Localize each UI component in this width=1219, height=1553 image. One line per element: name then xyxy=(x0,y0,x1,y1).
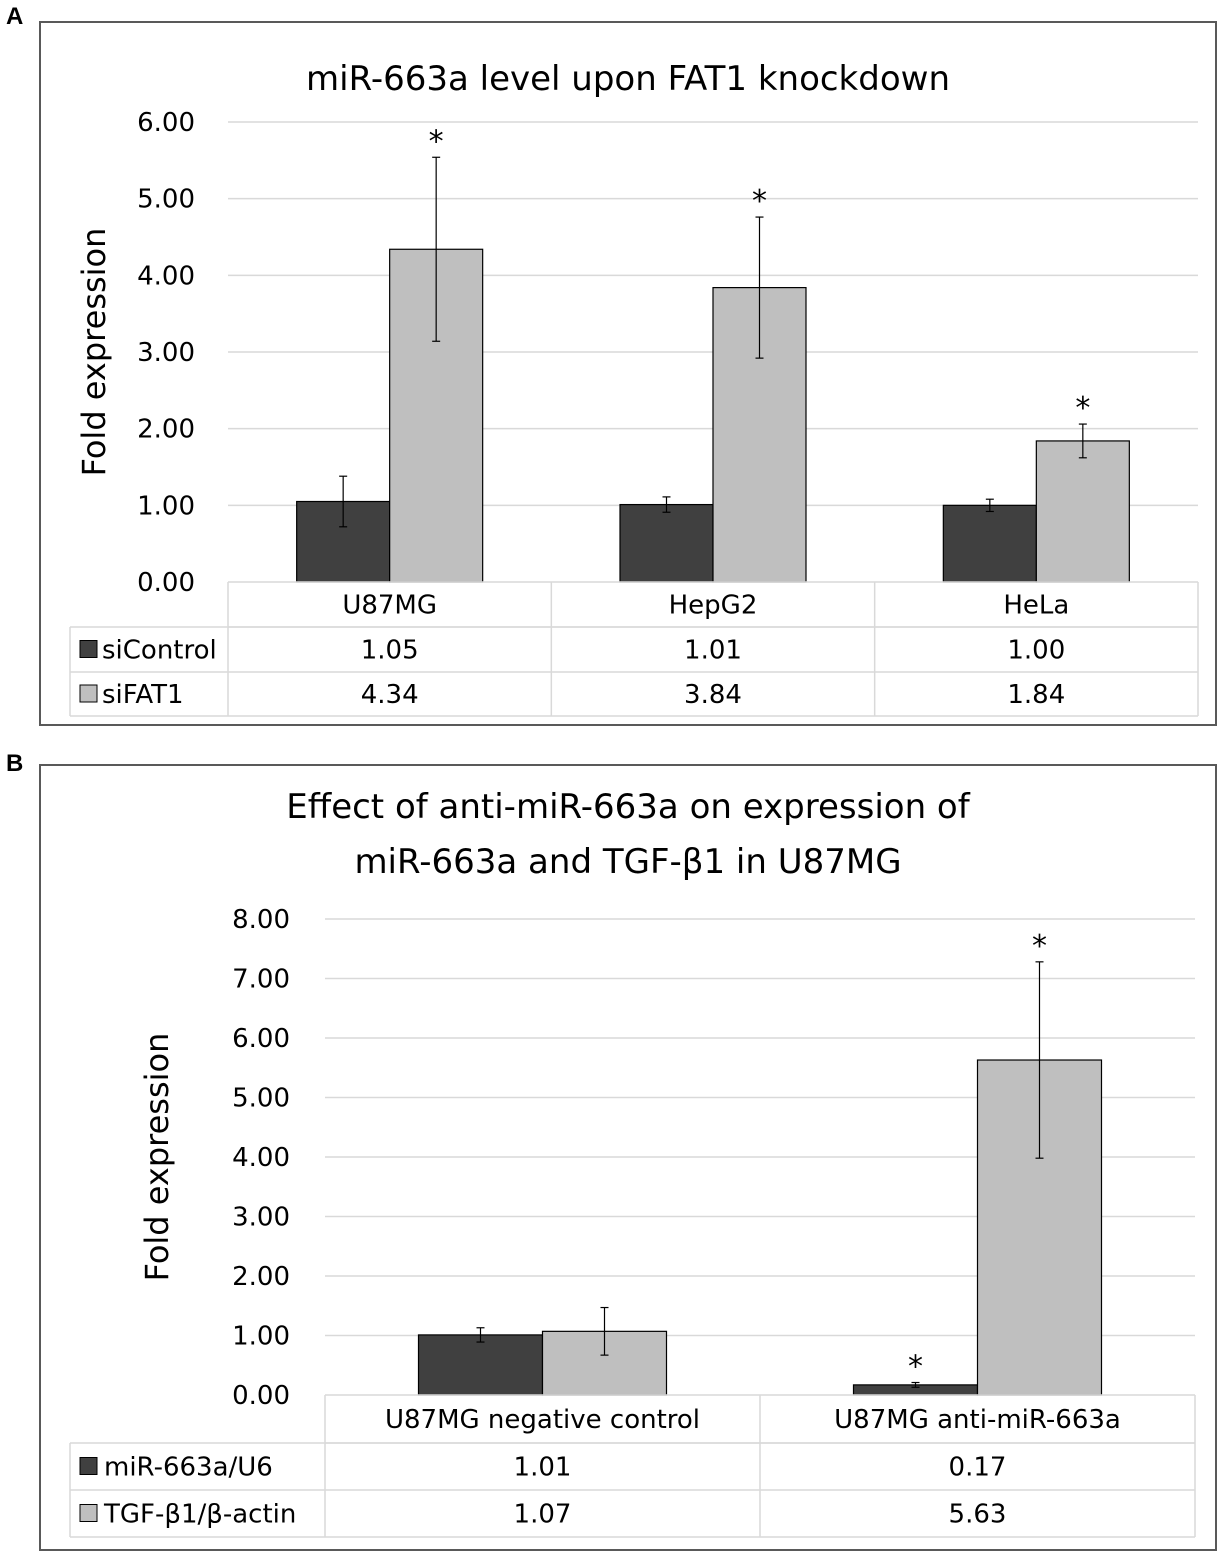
chart-a-category-label: U87MG xyxy=(342,591,437,621)
chart-a-table-value: 1.00 xyxy=(1007,636,1065,666)
chart-a-table-value: 4.34 xyxy=(361,680,419,710)
chart-b-ytick-label: 1.00 xyxy=(232,1322,290,1352)
chart-b-table-value: 5.63 xyxy=(949,1500,1007,1530)
chart-b-significance-marker: * xyxy=(908,1350,923,1385)
chart-b-ytick-label: 5.00 xyxy=(232,1084,290,1114)
chart-a-ytick-label: 0.00 xyxy=(137,568,195,598)
chart-a-ytick-label: 6.00 xyxy=(137,108,195,138)
chart-a-bar xyxy=(619,503,714,583)
chart-a-title-line: miR-663a level upon FAT1 knockdown xyxy=(306,59,950,99)
chart-b-legend-swatch xyxy=(79,1504,98,1522)
chart-b-table-value: 1.07 xyxy=(514,1500,572,1530)
chart-b-ylabel: Fold expression xyxy=(138,1033,176,1282)
chart-a-frame xyxy=(39,21,1217,726)
chart-a-ytick-label: 4.00 xyxy=(137,261,195,291)
chart-a-bar xyxy=(942,504,1037,583)
chart-b-legend-swatch xyxy=(79,1457,98,1475)
chart-a-legend-label: siControl xyxy=(102,636,217,666)
chart-b-title-line: miR-663a and TGF-β1 in U87MG xyxy=(354,842,901,882)
chart-a-ytick-label: 5.00 xyxy=(137,185,195,215)
chart-b-legend-label: TGF-β1/β-actin xyxy=(103,1500,296,1530)
chart-b-ytick-label: 6.00 xyxy=(232,1024,290,1054)
chart-a-category-label: HeLa xyxy=(1003,591,1069,621)
chart-b-title-line: Effect of anti-miR-663a on expression of xyxy=(286,787,970,827)
chart-a-legend-swatch xyxy=(79,640,98,658)
panel-a-label: A xyxy=(6,3,24,30)
chart-a-legend-swatch xyxy=(79,684,98,703)
panel-b-label: B xyxy=(6,750,24,777)
chart-b-table-value: 0.17 xyxy=(949,1453,1007,1483)
chart-a-ytick-label: 2.00 xyxy=(137,415,195,445)
chart-b-frame xyxy=(39,764,1217,1551)
chart-a-significance-marker: * xyxy=(429,124,444,159)
chart-b-category-label: U87MG anti-miR-663a xyxy=(834,1405,1121,1435)
chart-a-legend-label: siFAT1 xyxy=(102,680,184,710)
chart-a-ylabel: Fold expression xyxy=(75,228,113,477)
chart-a-bar xyxy=(1035,440,1130,583)
chart-a-significance-marker: * xyxy=(752,184,767,219)
chart-a-category-label: HepG2 xyxy=(669,591,758,621)
chart-a-significance-marker: * xyxy=(1075,391,1090,426)
chart-a-table-value: 1.01 xyxy=(684,636,742,666)
chart-b-table-value: 1.01 xyxy=(514,1453,572,1483)
chart-b-legend-label: miR-663a/U6 xyxy=(104,1453,273,1483)
chart-b: Effect of anti-miR-663a on expression of… xyxy=(39,764,1217,1551)
chart-a-table-value: 1.84 xyxy=(1007,680,1065,710)
chart-b-ytick-label: 2.00 xyxy=(232,1262,290,1292)
chart-a: miR-663a level upon FAT1 knockdown 0.00 1.… xyxy=(39,21,1217,726)
chart-b-significance-marker: * xyxy=(1032,929,1047,964)
chart-a-table-value: 1.05 xyxy=(361,636,419,666)
chart-b-ytick-label: 0.00 xyxy=(232,1381,290,1411)
chart-b-category-label: U87MG negative control xyxy=(385,1405,700,1435)
chart-a-table-value: 3.84 xyxy=(684,680,742,710)
chart-a-ytick-label: 1.00 xyxy=(137,491,195,521)
chart-b-ytick-label: 4.00 xyxy=(232,1143,290,1173)
chart-b-ytick-label: 7.00 xyxy=(232,965,290,995)
chart-a-ytick-label: 3.00 xyxy=(137,338,195,368)
chart-b-ytick-label: 8.00 xyxy=(232,905,290,935)
chart-b-bar xyxy=(417,1334,544,1396)
chart-b-ytick-label: 3.00 xyxy=(232,1203,290,1233)
